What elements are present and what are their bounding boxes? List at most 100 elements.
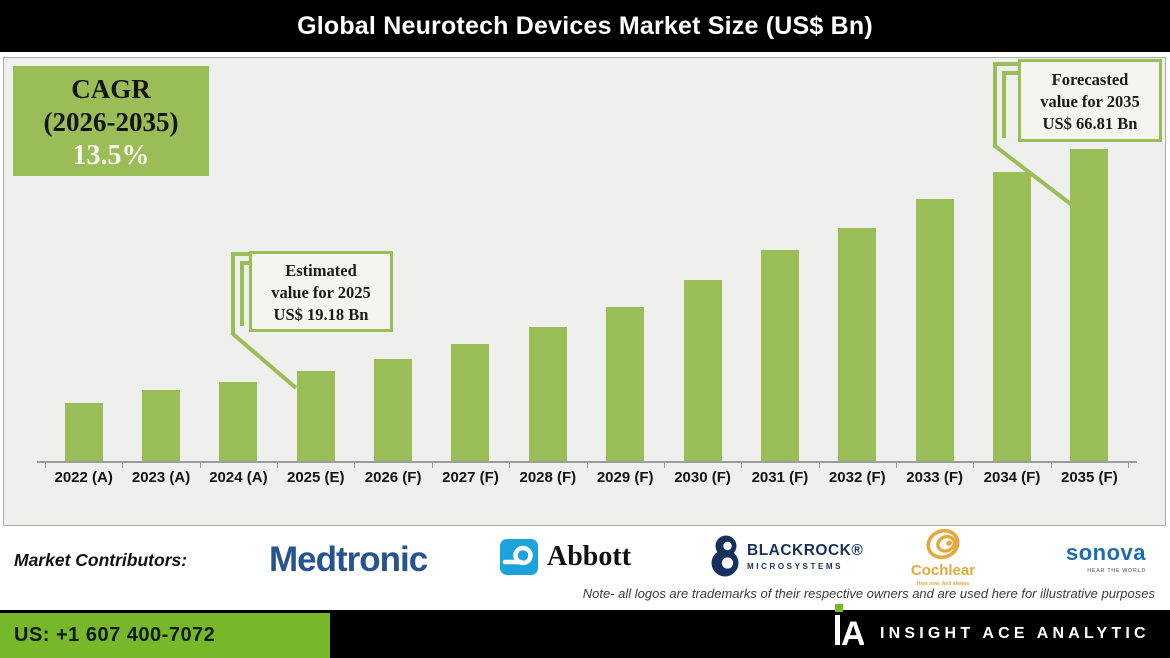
bar-cell (200, 58, 277, 461)
phone-number: US: +1 607 400-7072 (14, 624, 216, 646)
logo-green-square (835, 604, 843, 612)
sonova-tagline: HEAR THE WORLD (1087, 568, 1147, 574)
sonova-wordmark: sonova (1066, 540, 1147, 565)
axis-tick (741, 462, 743, 468)
x-axis-label: 2022 (A) (54, 469, 113, 486)
bar-2032 (F) (838, 228, 877, 461)
x-axis-label: 2028 (F) (519, 469, 577, 486)
axis-tick (586, 462, 588, 468)
bar-2034 (F) (992, 172, 1031, 461)
x-axis-label: 2024 (A) (209, 469, 268, 486)
estimated-line3: US$ 19.18 Bn (273, 305, 369, 324)
bar-2026 (F) (374, 359, 413, 461)
bar-cell (122, 58, 199, 461)
x-axis-label: 2026 (F) (364, 469, 422, 486)
bar-2025 (E) (296, 371, 335, 461)
bar-2035 (F) (1070, 149, 1109, 461)
axis-tick (973, 462, 975, 468)
abbott-logo: Abbott (500, 539, 631, 575)
cochlear-swirl-icon (926, 528, 960, 560)
bar-cell (896, 58, 973, 461)
bar-2031 (F) (760, 250, 799, 461)
bar-cell (587, 58, 664, 461)
cagr-callout-box: CAGR (2026-2035) 13.5% (13, 66, 209, 176)
medtronic-logo: Medtronic (269, 540, 428, 579)
axis-tick (354, 462, 356, 468)
cochlear-logo: Cochlear Hear now. And always (903, 527, 983, 587)
axis-tick (663, 462, 665, 468)
estimated-line1: Estimated (285, 261, 357, 280)
x-axis-label: 2023 (A) (131, 469, 191, 486)
x-axis-label: 2027 (F) (442, 469, 499, 486)
axis-tick (431, 462, 433, 468)
bars-row (45, 58, 1128, 461)
bar-2028 (F) (528, 327, 567, 461)
cagr-period: (2026-2035) (43, 107, 179, 137)
chart-panel: 2022 (A) 2023 (A) 2024 (A) 2025 (E) 2026 (F)… (3, 57, 1166, 526)
x-axis-label: 2031 (F) (751, 469, 809, 486)
x-axis-label: 2025 (E) (286, 469, 345, 486)
bar-2023 (A) (142, 390, 181, 461)
cochlear-wordmark: Cochlear (910, 562, 976, 579)
blackrock-microsystems-logo: BLACKROCK® MICROSYSTEMS (710, 534, 863, 578)
axis-ticks (45, 462, 1129, 469)
estimated-value-callout: Estimated value for 2025 US$ 19.18 Bn (249, 251, 393, 332)
blackrock-b-icon (711, 535, 739, 577)
axis-tick (818, 462, 820, 468)
cochlear-tagline: Hear now. And always (916, 581, 970, 587)
bar-cell (819, 58, 896, 461)
estimated-line2: value for 2025 (271, 283, 371, 302)
bar-2022 (A) (64, 403, 103, 461)
contributors-strip: Market Contributors: Medtronic Abbott BL… (0, 526, 1170, 610)
axis-tick (45, 462, 46, 468)
market-contributors-label: Market Contributors: (14, 550, 188, 570)
bar-cell (277, 58, 354, 461)
forecasted-line2: value for 2035 (1040, 92, 1140, 111)
bar-cell (432, 58, 509, 461)
forecasted-value-callout: Forecasted value for 2035 US$ 66.81 Bn (1018, 59, 1162, 142)
bar-2033 (F) (915, 199, 954, 461)
bar-2024 (A) (219, 382, 258, 461)
axis-tick (199, 462, 201, 468)
axis-tick (1128, 462, 1129, 468)
x-axis-label: 2035 (F) (1061, 469, 1118, 486)
title-bar: Global Neurotech Devices Market Size (US… (0, 0, 1170, 52)
x-axis-label: 2033 (F) (906, 469, 963, 486)
footer-bar: US: +1 607 400-7072 A INSIGHT ACE ANALYT… (0, 604, 1170, 658)
cagr-value: 13.5% (72, 140, 150, 171)
axis-tick (895, 462, 897, 468)
x-axis-label: 2030 (F) (674, 469, 731, 486)
bar-cell (973, 58, 1050, 461)
bar-cell (45, 58, 122, 461)
axis-tick (509, 462, 511, 468)
forecasted-line3: US$ 66.81 Bn (1042, 114, 1138, 133)
forecasted-line1: Forecasted (1051, 70, 1129, 89)
axis-tick (1050, 462, 1052, 468)
page-title: Global Neurotech Devices Market Size (US… (297, 11, 873, 40)
x-axis-label: 2032 (F) (828, 469, 886, 486)
bar-2029 (F) (606, 307, 645, 461)
abbott-wordmark: Abbott (547, 541, 632, 572)
bar-cell (664, 58, 741, 461)
phone-block: US: +1 607 400-7072 (0, 613, 330, 658)
trademark-note: Note- all logos are trademarks of their … (582, 586, 1155, 601)
bar-2027 (F) (451, 344, 490, 461)
abbott-a-icon (500, 539, 538, 575)
axis-tick (122, 462, 124, 468)
x-axis-labels: 2022 (A) 2023 (A) 2024 (A) 2025 (E) 2026 (F)… (45, 469, 1128, 486)
bar-cell (509, 58, 586, 461)
bar-cell (354, 58, 431, 461)
insight-ace-analytic-wordmark: INSIGHT ACE ANALYTIC (880, 625, 1150, 642)
bar-2030 (F) (683, 280, 722, 461)
blackrock-subtitle: MICROSYSTEMS (747, 561, 844, 571)
x-axis-label: 2034 (F) (983, 469, 1041, 486)
x-axis-label: 2029 (F) (596, 469, 654, 486)
bar-cell (741, 58, 818, 461)
bar-cell (1051, 58, 1128, 461)
axis-tick (277, 462, 279, 468)
insight-ace-analytic-icon: A (834, 604, 866, 654)
blackrock-wordmark: BLACKROCK® (747, 541, 864, 559)
sonova-logo: sonova HEAR THE WORLD (1066, 540, 1146, 574)
svg-text:A: A (841, 615, 864, 646)
